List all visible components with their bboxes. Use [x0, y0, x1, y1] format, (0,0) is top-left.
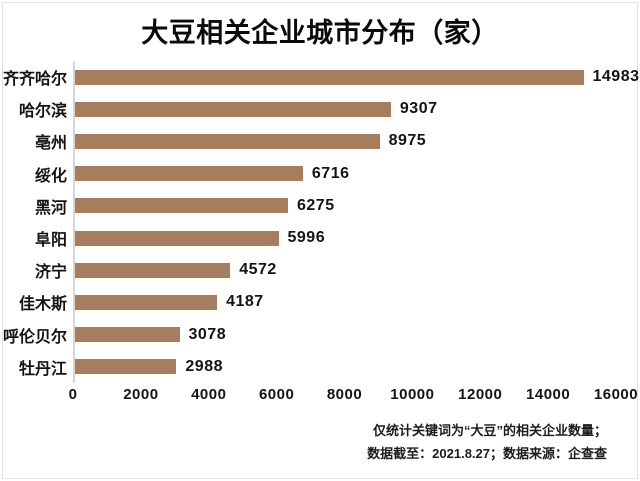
- value-label: 4572: [239, 261, 277, 279]
- category-label: 济宁: [34, 264, 67, 282]
- table-row: 哈尔滨 9307: [0, 93, 640, 125]
- x-axis: 0 2000 4000 6000 8000 10000 12000 14000 16000: [0, 386, 640, 406]
- category-label: 牡丹江: [18, 360, 67, 378]
- bar: [75, 166, 303, 182]
- x-tick-label: 0: [68, 386, 78, 403]
- table-row: 黑河 6275: [0, 190, 640, 222]
- value-label: 14983: [592, 68, 640, 86]
- chart-title: 大豆相关企业城市分布（家）: [141, 18, 499, 48]
- table-row: 亳州 8975: [0, 125, 640, 157]
- bar: [75, 230, 279, 246]
- value-label: 2988: [185, 357, 223, 375]
- value-label: 6716: [311, 164, 350, 182]
- x-tick-label: 16000: [593, 386, 639, 403]
- x-tick-label: 6000: [258, 386, 295, 403]
- table-row: 济宁 4572: [0, 254, 640, 286]
- source-note: 仅统计关键词为“大豆”的相关企业数量； 数据截至：2021.8.27；数据来源：…: [367, 419, 607, 465]
- bar-chart: 齐齐哈尔 14983 哈尔滨 9307 亳州 8975 绥化 6716 黑河 6275 阜阳 5996…: [0, 61, 640, 383]
- table-row: 佳木斯 4187: [0, 286, 640, 318]
- bar: [75, 69, 584, 85]
- category-label: 阜阳: [34, 232, 67, 250]
- category-label: 黑河: [34, 199, 67, 217]
- table-row: 齐齐哈尔 14983: [0, 61, 640, 93]
- table-row: 呼伦贝尔 3078: [0, 319, 640, 351]
- bar: [75, 294, 218, 310]
- y-axis-line: [73, 61, 75, 383]
- category-label: 齐齐哈尔: [2, 71, 67, 89]
- value-label: 4187: [226, 293, 264, 311]
- bar: [75, 133, 380, 149]
- value-label: 6275: [297, 196, 335, 214]
- value-label: 5996: [287, 229, 326, 247]
- x-tick-label: 10000: [390, 386, 435, 403]
- category-label: 亳州: [34, 135, 67, 153]
- x-tick-label: 2000: [123, 386, 159, 403]
- x-tick-label: 4000: [191, 386, 227, 403]
- table-row: 绥化 6716: [0, 158, 640, 190]
- bar: [75, 262, 231, 278]
- value-label: 3078: [188, 325, 227, 343]
- bar: [75, 359, 177, 375]
- bar: [75, 101, 391, 117]
- category-label: 绥化: [34, 167, 67, 185]
- value-label: 9307: [399, 100, 438, 118]
- source-note-line2: 数据截至：2021.8.27；数据来源：企查查: [367, 446, 607, 461]
- x-tick-label: 14000: [526, 386, 571, 403]
- category-label: 哈尔滨: [18, 103, 67, 121]
- bar: [75, 327, 180, 343]
- bar: [75, 198, 288, 214]
- x-tick-label: 8000: [326, 386, 363, 403]
- table-row: 阜阳 5996: [0, 222, 640, 254]
- x-tick-label: 12000: [458, 386, 503, 403]
- table-row: 牡丹江 2988: [0, 351, 640, 383]
- source-note-line1: 仅统计关键词为“大豆”的相关企业数量；: [372, 423, 607, 438]
- value-label: 8975: [388, 132, 427, 150]
- category-label: 佳木斯: [18, 296, 67, 314]
- category-label: 呼伦贝尔: [2, 328, 67, 346]
